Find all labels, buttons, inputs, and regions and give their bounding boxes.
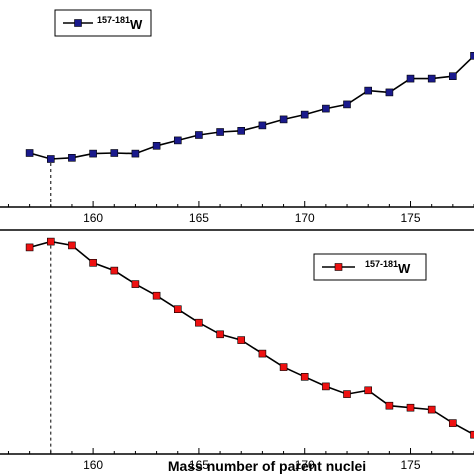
- bottom-tick-label-175: 175: [401, 458, 421, 472]
- top-point-164: [174, 136, 182, 145]
- bottom-point-159: [68, 241, 76, 250]
- bottom-tick-label-170: 170: [295, 458, 315, 472]
- bottom-point-167: [237, 336, 245, 344]
- bottom-point-172: [343, 390, 351, 398]
- top-tick-label-165: 165: [189, 211, 209, 225]
- top-panel-x-ticks: 160 165 170 175: [7, 201, 474, 225]
- top-point-162: [131, 149, 140, 158]
- bottom-panel: 160 165 170 175 157-181W Mass number of par…: [0, 229, 474, 474]
- top-point-158: [46, 155, 55, 163]
- top-point-173: [364, 86, 373, 95]
- x-axis-title: Mass number of parent nuclei: [168, 458, 366, 474]
- bottom-legend-marker: [334, 263, 343, 271]
- bottom-series-markers: [25, 237, 474, 439]
- top-series-line: [29, 55, 474, 160]
- top-point-176: [427, 74, 436, 83]
- bottom-panel-x-ticks: 160 165 170 175: [7, 448, 474, 472]
- bottom-point-174: [385, 401, 394, 410]
- bottom-point-178: [470, 430, 474, 439]
- top-legend: 157-181W: [54, 9, 152, 37]
- bottom-legend-label-main: W: [398, 261, 411, 276]
- bottom-point-165: [195, 318, 203, 327]
- top-point-160: [89, 149, 97, 158]
- bottom-point-168: [258, 349, 267, 358]
- bottom-point-177: [448, 419, 457, 427]
- top-point-178: [470, 51, 474, 60]
- top-point-167: [237, 127, 245, 135]
- top-point-157: [25, 149, 34, 157]
- bottom-point-170: [300, 372, 309, 381]
- top-legend-marker: [74, 19, 82, 27]
- bottom-series-line: [29, 240, 474, 436]
- top-point-169: [279, 115, 288, 124]
- top-legend-label-main: W: [130, 17, 143, 32]
- bottom-point-162: [131, 280, 140, 288]
- top-point-172: [343, 100, 351, 109]
- bottom-tick-label-160: 160: [83, 458, 103, 472]
- bottom-legend: 157-181W: [313, 253, 427, 281]
- bottom-point-164: [174, 305, 182, 314]
- top-point-168: [258, 121, 267, 130]
- top-tick-label-170: 170: [295, 211, 315, 225]
- bottom-tick-label-165: 165: [189, 458, 209, 472]
- top-legend-label: 157-181W: [97, 15, 143, 32]
- top-tick-label-160: 160: [83, 211, 103, 225]
- bottom-point-161: [110, 266, 119, 275]
- top-point-171: [322, 104, 330, 113]
- top-point-161: [110, 149, 119, 157]
- top-point-174: [385, 88, 394, 97]
- bottom-point-175: [406, 403, 415, 412]
- top-tick-label-175: 175: [401, 211, 421, 225]
- top-point-163: [152, 142, 161, 150]
- bottom-point-158: [46, 237, 55, 246]
- bottom-point-173: [364, 386, 373, 395]
- bottom-point-157: [25, 243, 34, 252]
- bottom-point-163: [152, 291, 161, 300]
- top-point-165: [195, 131, 203, 139]
- bottom-point-171: [322, 382, 330, 391]
- top-legend-label-sup: 157-181: [97, 15, 130, 25]
- top-point-170: [300, 110, 309, 119]
- top-series-markers: [25, 51, 474, 163]
- top-point-175: [406, 74, 415, 83]
- bottom-point-176: [427, 405, 436, 414]
- top-point-166: [216, 128, 224, 136]
- bottom-point-160: [89, 258, 97, 267]
- bottom-legend-label: 157-181W: [365, 259, 411, 276]
- bottom-point-169: [279, 363, 288, 371]
- top-point-159: [68, 154, 76, 162]
- top-panel: 160 165 170 175 157-181W: [0, 9, 474, 225]
- bottom-point-166: [216, 330, 224, 339]
- bottom-legend-label-sup: 157-181: [365, 259, 398, 269]
- top-point-177: [448, 72, 457, 80]
